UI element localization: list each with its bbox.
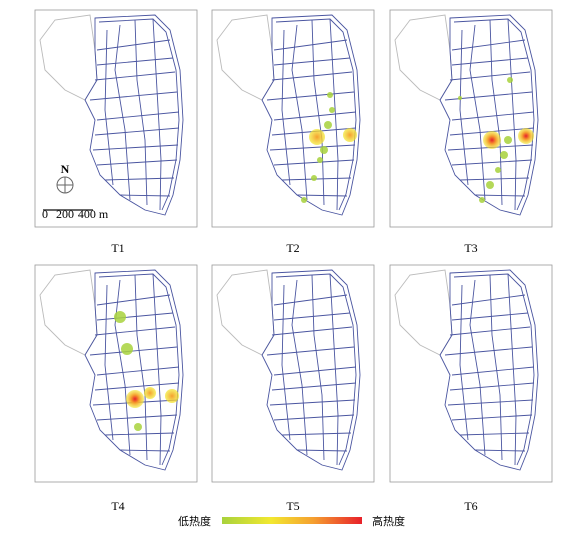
panel-label: T2 (286, 241, 299, 255)
panel-t1: N 0 200 400 m (34, 9, 198, 228)
north-label: N (61, 162, 70, 176)
legend-low: 低热度 (178, 514, 211, 528)
panel-t5 (211, 264, 375, 483)
scale-label: 0 (42, 207, 48, 221)
legend-ramp (222, 517, 362, 524)
panel-label: T1 (111, 241, 124, 255)
panel-t2 (211, 9, 375, 228)
panel-label: T5 (286, 499, 299, 513)
panel-t3 (389, 9, 553, 228)
scale-label: 200 (56, 207, 74, 221)
panel-label: T6 (464, 499, 477, 513)
panel-t6 (389, 264, 553, 483)
panel-t4 (34, 264, 198, 483)
scale-label: 400 m (78, 207, 109, 221)
panel-label: T4 (111, 499, 124, 513)
legend-high: 高热度 (372, 514, 405, 528)
panel-label: T3 (464, 241, 477, 255)
